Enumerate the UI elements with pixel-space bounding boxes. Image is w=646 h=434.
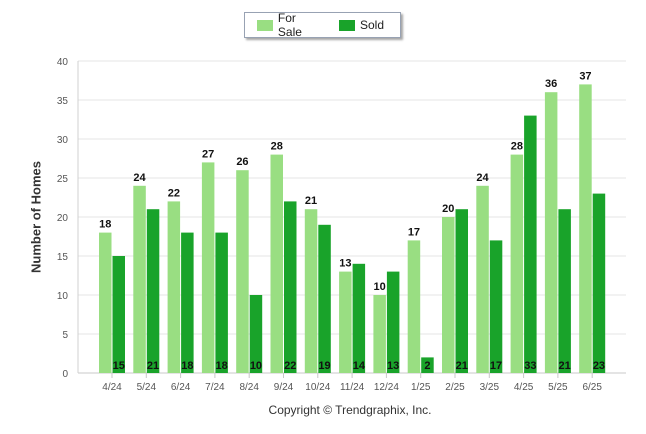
data-label-sold: 19 (318, 360, 330, 372)
legend-label-sold: Sold (359, 18, 384, 32)
data-label-sold: 21 (147, 360, 159, 372)
data-label-for-sale: 20 (442, 203, 454, 215)
legend-item-for-sale[interactable]: For Sale (257, 11, 323, 39)
copyright-text: Copyright © Trendgraphix, Inc. (268, 403, 432, 417)
data-label-sold: 33 (524, 360, 536, 372)
x-tick-label: 7/24 (205, 382, 225, 393)
chart-legend: For Sale Sold (244, 11, 401, 39)
bar-for-sale (236, 170, 249, 373)
bar-for-sale (476, 185, 489, 373)
y-tick-label: 20 (57, 213, 69, 224)
bar-for-sale (442, 217, 455, 373)
x-tick-label: 9/24 (274, 382, 294, 393)
data-label-sold: 14 (353, 360, 366, 372)
y-tick-label: 25 (57, 174, 69, 185)
data-label-for-sale: 27 (202, 148, 214, 160)
data-label-sold: 23 (593, 360, 605, 372)
legend-label-for-sale: For Sale (277, 11, 302, 39)
data-label-sold: 18 (181, 360, 193, 372)
x-tick-label: 12/24 (374, 382, 399, 393)
data-label-sold: 21 (559, 360, 571, 372)
bar-sold (386, 271, 400, 373)
data-label-sold: 22 (284, 360, 296, 372)
x-tick-label: 10/24 (305, 382, 330, 393)
bar-for-sale (373, 295, 386, 373)
y-tick-label: 40 (57, 57, 69, 68)
bar-sold (112, 256, 125, 373)
data-label-sold: 18 (216, 360, 228, 372)
data-label-for-sale: 24 (133, 172, 146, 184)
bar-sold (524, 115, 537, 373)
x-tick-label: 2/25 (445, 382, 465, 393)
data-label-for-sale: 24 (476, 172, 489, 184)
data-label-for-sale: 28 (511, 141, 523, 153)
bar-for-sale (339, 271, 352, 373)
bar-sold (455, 209, 468, 373)
y-tick-label: 5 (62, 330, 68, 341)
bar-for-sale (544, 92, 558, 373)
bar-for-sale (407, 240, 421, 373)
x-tick-label: 1/25 (411, 382, 431, 393)
data-label-for-sale: 36 (545, 78, 557, 90)
data-label-sold: 2 (424, 360, 430, 372)
bar-for-sale (510, 154, 524, 373)
bar-sold (181, 232, 194, 373)
x-tick-label: 4/24 (102, 382, 122, 393)
x-tick-label: 8/24 (239, 382, 259, 393)
bar-for-sale (99, 232, 112, 373)
bar-sold (249, 295, 263, 373)
bar-for-sale (133, 185, 146, 373)
y-tick-label: 30 (57, 135, 69, 146)
bar-sold (318, 224, 331, 373)
bar-sold (352, 263, 366, 373)
data-label-for-sale: 10 (374, 281, 386, 293)
data-label-for-sale: 17 (408, 226, 420, 238)
x-tick-label: 11/24 (340, 382, 365, 393)
x-tick-label: 5/24 (137, 382, 157, 393)
x-tick-label: 6/24 (171, 382, 191, 393)
bar-for-sale (579, 84, 592, 374)
bar-for-sale (304, 209, 318, 373)
data-label-sold: 21 (456, 360, 468, 372)
x-tick-label: 4/25 (514, 382, 534, 393)
data-label-for-sale: 22 (168, 187, 180, 199)
bar-sold (421, 357, 434, 373)
data-label-for-sale: 37 (579, 70, 591, 82)
y-tick-label: 0 (62, 369, 68, 380)
data-label-for-sale: 26 (236, 156, 248, 168)
data-label-for-sale: 13 (339, 258, 351, 270)
data-label-sold: 13 (387, 360, 399, 372)
x-tick-label: 5/25 (548, 382, 568, 393)
y-tick-label: 35 (57, 96, 69, 107)
bar-sold (215, 232, 228, 373)
data-label-sold: 17 (490, 360, 502, 372)
legend-swatch-sold (338, 19, 355, 31)
x-tick-label: 3/25 (480, 382, 500, 393)
bar-sold (284, 201, 297, 373)
data-label-for-sale: 18 (99, 219, 111, 231)
data-label-sold: 10 (250, 360, 262, 372)
y-tick-label: 10 (57, 291, 69, 302)
bar-sold (146, 209, 160, 373)
bar-sold (489, 240, 503, 373)
bar-sold (558, 209, 571, 373)
bar-for-sale (201, 162, 215, 373)
x-tick-label: 6/25 (582, 382, 602, 393)
data-label-for-sale: 28 (271, 141, 283, 153)
legend-swatch-for-sale (257, 19, 273, 31)
data-label-for-sale: 21 (305, 195, 317, 207)
y-tick-label: 15 (57, 252, 69, 263)
legend-item-sold[interactable]: Sold (338, 18, 384, 32)
data-label-sold: 15 (113, 360, 125, 372)
bar-for-sale (270, 154, 283, 373)
bar-for-sale (167, 201, 181, 373)
bar-sold (592, 193, 606, 373)
